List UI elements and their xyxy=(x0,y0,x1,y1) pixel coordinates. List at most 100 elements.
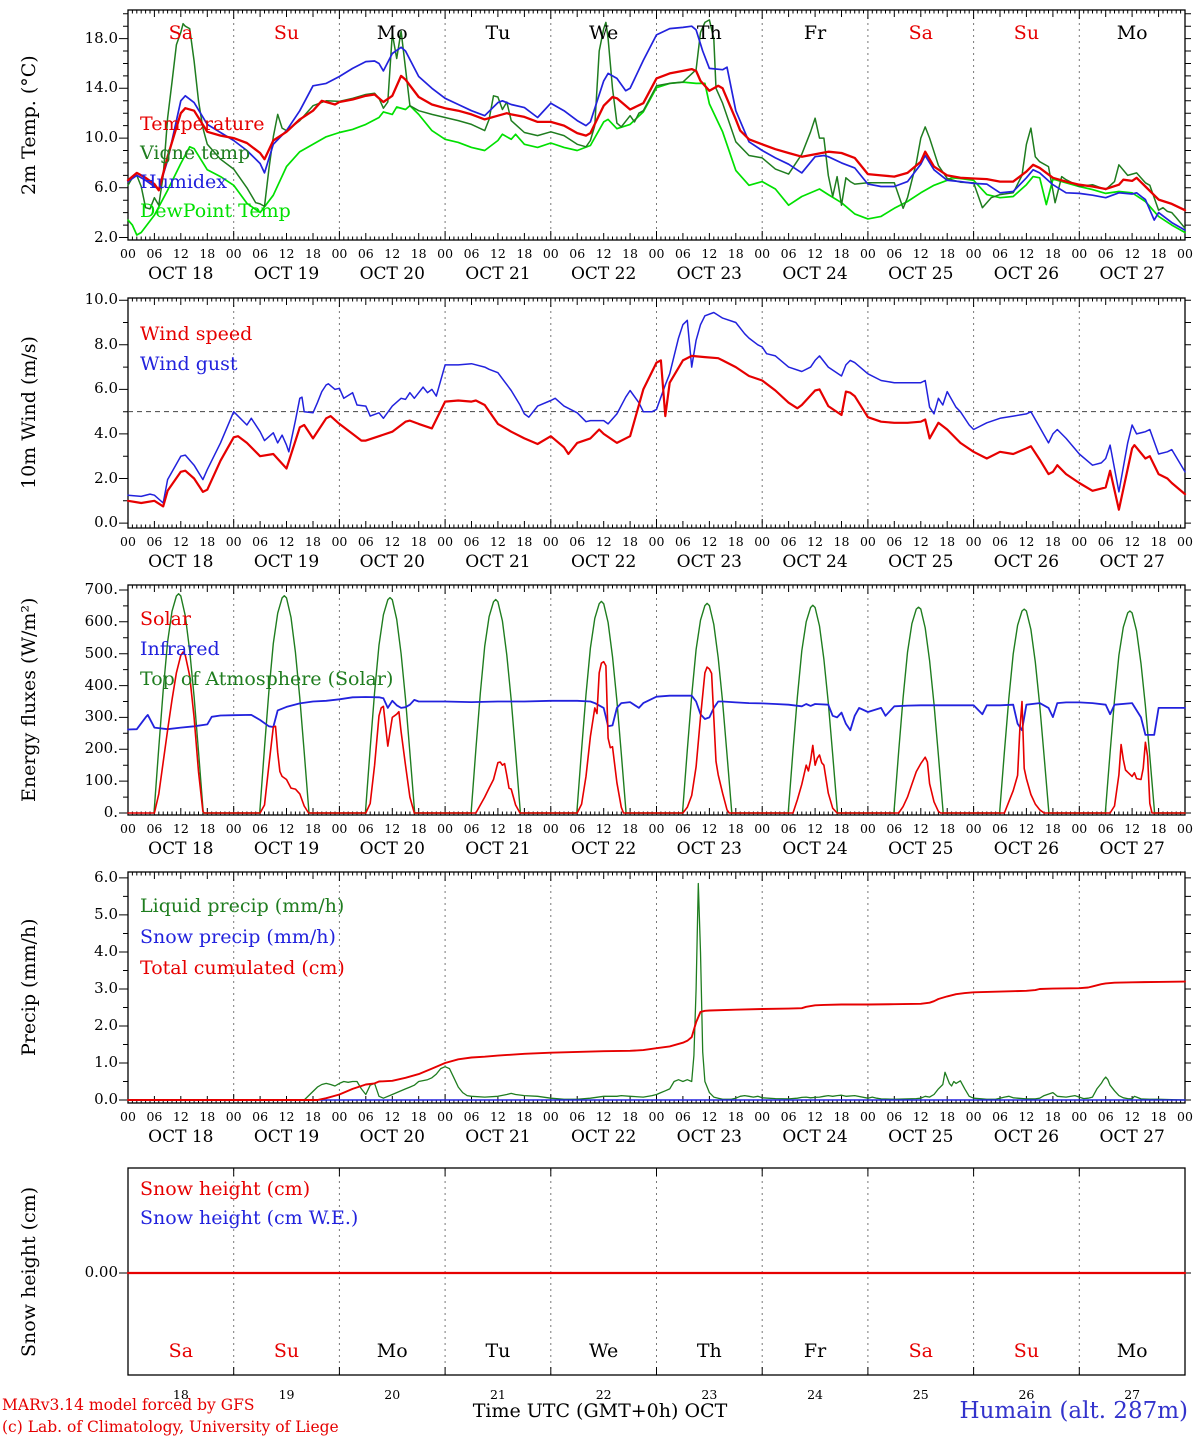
oct-date-label: OCT 21 xyxy=(465,839,531,859)
day-of-week-label: Th xyxy=(696,1340,722,1362)
y-tick-label: 10.0 xyxy=(84,128,118,147)
hour-label: 12 xyxy=(1124,246,1141,261)
hour-label: 12 xyxy=(489,1109,506,1124)
hour-label: 18 xyxy=(833,534,850,549)
hour-label: 18 xyxy=(410,534,427,549)
hour-label: 06 xyxy=(569,246,586,261)
hour-label: 06 xyxy=(146,821,163,836)
temp-series-0 xyxy=(127,81,1186,236)
hour-label: 00 xyxy=(1177,821,1193,836)
hour-label: 12 xyxy=(595,821,612,836)
hour-label: 06 xyxy=(992,534,1008,549)
hour-label: 18 xyxy=(305,821,321,836)
hour-label: 18 xyxy=(1044,1109,1061,1124)
hour-label: 06 xyxy=(463,821,480,836)
day-of-week-label: Mo xyxy=(376,22,408,44)
oct-date-label: OCT 27 xyxy=(1099,1127,1165,1147)
oct-date-label: OCT 25 xyxy=(888,552,954,572)
legend-temp-0: Temperature xyxy=(140,113,265,135)
hour-label: 18 xyxy=(939,821,956,836)
hour-label: 00 xyxy=(437,821,454,836)
wind-series-0 xyxy=(127,311,1186,504)
hour-label: 06 xyxy=(674,534,691,549)
hour-label: 18 xyxy=(727,1109,744,1124)
y-tick-label: 100. xyxy=(84,771,118,790)
hour-label: 12 xyxy=(278,534,295,549)
hour-label: 12 xyxy=(172,1109,189,1124)
hour-label: 12 xyxy=(278,246,295,261)
day-of-week-label: Tu xyxy=(485,22,511,44)
hour-label: 12 xyxy=(1018,246,1035,261)
oct-date-label: OCT 18 xyxy=(148,264,214,284)
legend-precip-1: Snow precip (mm/h) xyxy=(140,926,336,948)
y-tick-label: 1.0 xyxy=(94,1053,118,1072)
oct-date-label: OCT 23 xyxy=(676,1127,742,1147)
oct-date-label: OCT 20 xyxy=(359,264,425,284)
hour-label: 00 xyxy=(1071,821,1088,836)
hour-label: 12 xyxy=(807,534,823,549)
hour-label: 12 xyxy=(1124,1109,1141,1124)
hour-label: 18 xyxy=(622,534,639,549)
hour-label: 12 xyxy=(384,246,401,261)
y-tick-label: 6.0 xyxy=(94,177,118,196)
oct-date-label: OCT 21 xyxy=(465,552,531,572)
hour-label: 12 xyxy=(384,1109,401,1124)
hour-label: 00 xyxy=(648,1109,665,1124)
oct-date-label: OCT 26 xyxy=(993,1127,1060,1147)
oct-date-label: OCT 21 xyxy=(465,264,531,284)
hour-label: 00 xyxy=(225,821,242,836)
credits-line-2: (c) Lab. of Climatology, University of L… xyxy=(2,1418,339,1436)
hour-label: 06 xyxy=(357,534,374,549)
hour-label: 06 xyxy=(886,1109,903,1124)
hour-label: 12 xyxy=(172,246,189,261)
hour-label: 06 xyxy=(569,1109,586,1124)
hour-label: 18 xyxy=(516,534,533,549)
hour-label: 00 xyxy=(542,821,559,836)
hour-label: 12 xyxy=(701,1109,718,1124)
hour-label: 12 xyxy=(384,534,401,549)
oct-date-label: OCT 20 xyxy=(359,839,425,859)
day-of-week-label: Th xyxy=(696,22,722,44)
hour-label: 18 xyxy=(516,246,533,261)
hour-label: 00 xyxy=(648,821,665,836)
hour-label: 18 xyxy=(1150,1109,1167,1124)
hour-label: 00 xyxy=(225,246,242,261)
hour-label: 18 xyxy=(410,246,427,261)
hour-label: 06 xyxy=(252,1109,269,1124)
hour-label: 00 xyxy=(225,1109,242,1124)
hour-label: 12 xyxy=(172,821,189,836)
legend-energy-1: Infrared xyxy=(140,638,220,660)
legend-temp-1: Vigne temp xyxy=(140,142,251,164)
y-tick-label: 300. xyxy=(84,707,118,726)
oct-date-label: OCT 25 xyxy=(888,1127,954,1147)
hour-label: 00 xyxy=(542,1109,559,1124)
hour-label: 18 xyxy=(410,1109,427,1124)
hour-label: 18 xyxy=(516,1109,533,1124)
day-of-week-label: We xyxy=(589,1340,619,1362)
hour-label: 00 xyxy=(437,534,454,549)
day-of-week-label: Sa xyxy=(168,1340,194,1362)
hour-label: 00 xyxy=(1071,534,1088,549)
day-of-week-label: Mo xyxy=(1116,1340,1148,1362)
hour-label: 06 xyxy=(886,246,903,261)
hour-label: 18 xyxy=(1150,534,1167,549)
oct-date-label: OCT 20 xyxy=(359,1127,425,1147)
legend-snow-0: Snow height (cm) xyxy=(140,1178,311,1200)
day-number-label: 19 xyxy=(278,1387,295,1402)
hour-label: 00 xyxy=(1177,1109,1193,1124)
oct-date-label: OCT 27 xyxy=(1099,839,1165,859)
legend-temp-2: Humidex xyxy=(140,171,228,193)
y-tick-label: 400. xyxy=(84,675,118,694)
hour-label: 12 xyxy=(1124,534,1141,549)
day-of-week-label: We xyxy=(589,22,619,44)
hour-label: 00 xyxy=(1177,534,1193,549)
hour-label: 00 xyxy=(754,534,771,549)
y-tick-label: 200. xyxy=(84,739,118,758)
precip-series-0 xyxy=(127,882,1186,1101)
oct-date-label: OCT 26 xyxy=(993,264,1060,284)
hour-label: 12 xyxy=(278,1109,295,1124)
hour-label: 12 xyxy=(384,821,401,836)
snow-plot xyxy=(119,1167,1191,1376)
day-of-week-label: Mo xyxy=(1116,22,1148,44)
hour-label: 18 xyxy=(939,246,956,261)
